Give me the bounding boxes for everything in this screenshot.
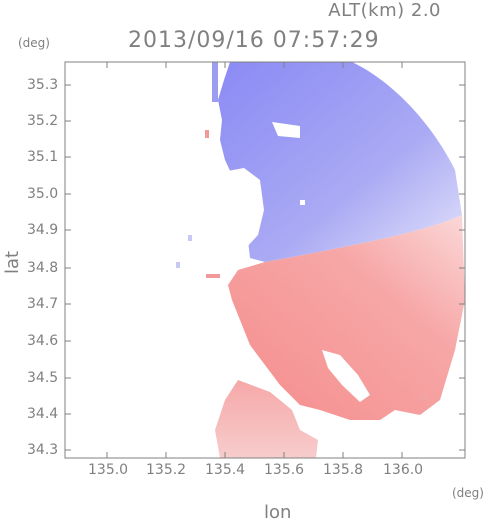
plot-frame (64, 61, 466, 459)
altitude-label: ALT(km) 2.0 (328, 0, 441, 21)
x-axis-title: lon (264, 502, 292, 523)
y-tick-label: 34.3 (27, 442, 59, 458)
coastal-echo-region (215, 380, 318, 458)
echo-speck (420, 395, 428, 400)
tick-marks (65, 62, 465, 458)
timestamp-title: 2013/09/16 07:57:29 (128, 28, 380, 53)
approaching-echo-region (218, 62, 462, 262)
echo-speck (206, 274, 220, 278)
y-tick-label: 35.2 (27, 113, 59, 129)
x-tick-label: 135.0 (88, 462, 129, 478)
x-tick-label: 135.4 (205, 462, 246, 478)
y-unit-label: (deg) (18, 36, 50, 50)
y-tick-label: 35.0 (27, 186, 59, 202)
echo-speck (212, 62, 218, 102)
y-tick-label: 34.9 (27, 222, 59, 238)
y-tick-label: 34.6 (27, 333, 59, 349)
y-tick-label: 35.3 (27, 77, 59, 93)
echo-gap (222, 168, 264, 250)
echo-speck (188, 235, 192, 241)
echo-gap (272, 122, 300, 138)
x-unit-label: (deg) (452, 486, 484, 500)
echo-gap (322, 350, 370, 402)
echo-speck (300, 200, 305, 205)
y-tick-label: 34.5 (27, 370, 59, 386)
y-tick-label: 35.1 (27, 149, 59, 165)
y-tick-label: 34.4 (27, 406, 59, 422)
echo-speck (176, 262, 180, 268)
x-tick-label: 135.6 (264, 462, 305, 478)
y-tick-label: 34.8 (27, 260, 59, 276)
x-tick-label: 135.8 (323, 462, 364, 478)
x-tick-label: 136.0 (383, 462, 424, 478)
y-tick-label: 34.7 (27, 296, 59, 312)
receding-echo-region (228, 215, 465, 420)
x-tick-label: 135.2 (146, 462, 187, 478)
echo-speck (205, 130, 209, 138)
